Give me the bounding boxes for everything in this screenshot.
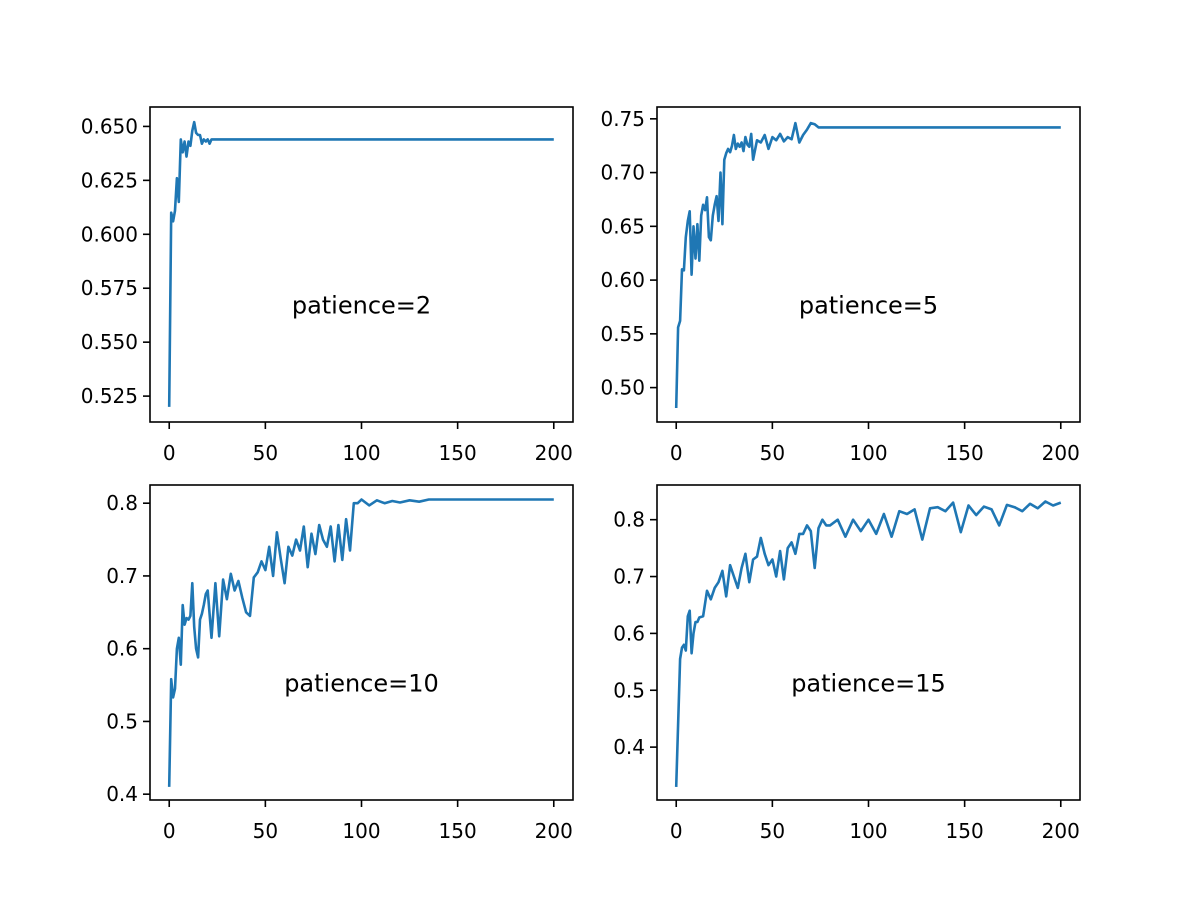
x-tick-label: 0: [670, 441, 683, 465]
x-tick-label: 200: [1042, 441, 1080, 465]
series-line: [167, 120, 554, 407]
x-tick-label: 200: [535, 819, 573, 843]
x-tick-label: 100: [342, 819, 380, 843]
annotation-label: patience=5: [799, 291, 938, 319]
y-tick-label: 0.7: [106, 564, 138, 588]
subplot-patience-5: 0.50 0.55 0.60 0.65 0.70 0.75 0 50 100 150 200 pa…: [600, 106, 1081, 465]
x-tick-label: 50: [760, 819, 785, 843]
y-tick-label: 0.625: [81, 168, 138, 192]
data-line: [674, 500, 1062, 787]
y-tick-label: 0.4: [106, 782, 138, 806]
x-axis: 0 50 100 150 200: [670, 800, 1080, 843]
y-axis: 0.4 0.5 0.6 0.7 0.8: [106, 491, 150, 806]
series-line: [674, 500, 1062, 787]
x-tick-label: 150: [946, 819, 984, 843]
y-tick-label: 0.60: [600, 268, 645, 292]
y-tick-label: 0.6: [106, 637, 138, 661]
annotation-label: patience=10: [284, 669, 439, 697]
y-tick-label: 0.65: [600, 214, 645, 238]
y-tick-label: 0.550: [81, 330, 138, 354]
x-tick-label: 200: [1042, 819, 1080, 843]
y-tick-label: 0.8: [106, 491, 138, 515]
y-tick-label: 0.650: [81, 114, 138, 138]
y-tick-label: 0.55: [600, 322, 645, 346]
y-axis: 0.525 0.550 0.575 0.600 0.625 0.650: [81, 114, 150, 408]
x-tick-label: 200: [535, 441, 573, 465]
y-tick-label: 0.5: [106, 709, 138, 733]
series-line: [674, 121, 1061, 409]
y-tick-label: 0.5: [613, 678, 645, 702]
y-axis: 0.4 0.5 0.6 0.7 0.8: [613, 508, 657, 759]
y-tick-label: 0.70: [600, 161, 645, 185]
y-tick-label: 0.7: [613, 565, 645, 589]
x-tick-label: 0: [163, 819, 176, 843]
x-tick-label: 100: [849, 819, 887, 843]
x-tick-label: 0: [670, 819, 683, 843]
x-tick-label: 150: [439, 819, 477, 843]
annotation-label: patience=15: [791, 669, 946, 697]
y-tick-label: 0.75: [600, 107, 645, 131]
y-axis: 0.50 0.55 0.60 0.65 0.70 0.75: [600, 107, 657, 400]
data-line: [674, 121, 1061, 409]
x-tick-label: 100: [342, 441, 380, 465]
subplot-patience-15: 0.4 0.5 0.6 0.7 0.8 0 50 100 150 200 patience=15: [613, 484, 1081, 843]
data-line: [167, 498, 554, 787]
x-axis: 0 50 100 150 200: [163, 800, 573, 843]
subplot-patience-2: 0.525 0.550 0.575 0.600 0.625 0.650 0 50 100 150…: [81, 106, 574, 465]
axes-frame: [149, 106, 574, 423]
y-tick-label: 0.600: [81, 222, 138, 246]
y-tick-label: 0.50: [600, 376, 645, 400]
x-tick-label: 150: [946, 441, 984, 465]
y-tick-label: 0.525: [81, 384, 138, 408]
data-line: [167, 120, 554, 407]
subplot-patience-10: 0.4 0.5 0.6 0.7 0.8 0 50 100 150 200 patience=10: [106, 484, 574, 843]
axes-frame: [149, 484, 574, 801]
x-axis: 0 50 100 150 200: [163, 422, 573, 465]
x-tick-label: 100: [849, 441, 887, 465]
x-tick-label: 50: [253, 819, 278, 843]
y-tick-label: 0.575: [81, 276, 138, 300]
y-tick-label: 0.8: [613, 508, 645, 532]
x-tick-label: 0: [163, 441, 176, 465]
annotation-label: patience=2: [292, 291, 431, 319]
x-tick-label: 50: [760, 441, 785, 465]
x-tick-label: 150: [439, 441, 477, 465]
x-tick-label: 50: [253, 441, 278, 465]
series-line: [167, 498, 554, 787]
x-axis: 0 50 100 150 200: [670, 422, 1080, 465]
y-tick-label: 0.6: [613, 621, 645, 645]
y-tick-label: 0.4: [613, 735, 645, 759]
axes-frame: [656, 106, 1081, 423]
axes-frame: [656, 484, 1081, 801]
